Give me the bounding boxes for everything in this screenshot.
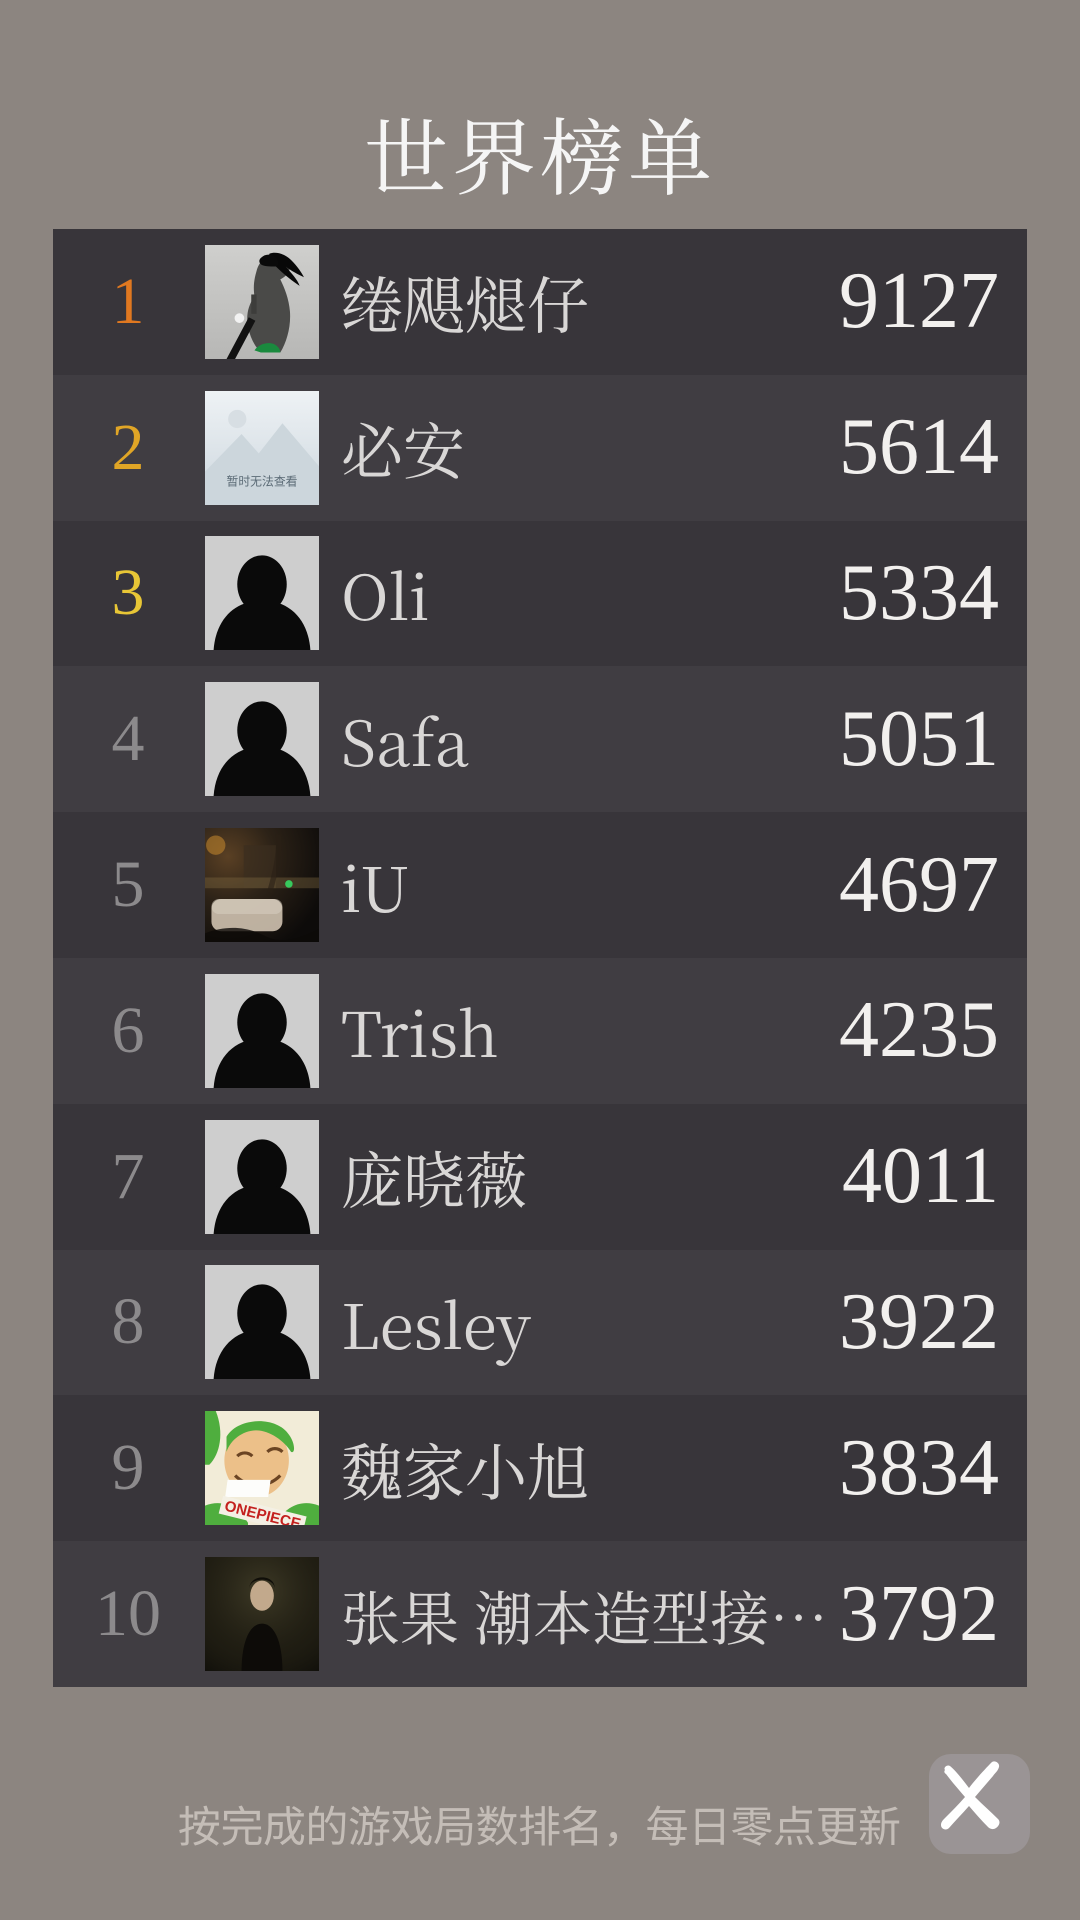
svg-text:暂时无法查看: 暂时无法查看 xyxy=(227,474,298,488)
